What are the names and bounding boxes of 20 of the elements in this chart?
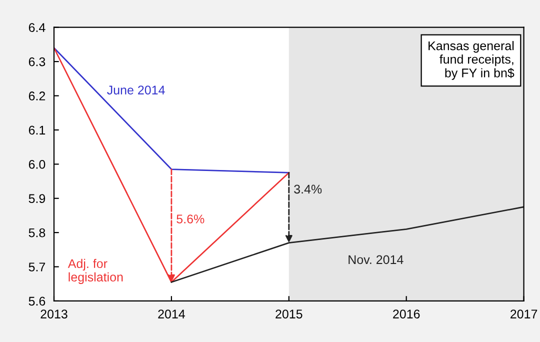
series-label: June 2014 [107, 86, 165, 94]
y-tick-label: 6.1 [28, 126, 46, 135]
annotation: 3.4% [294, 184, 322, 194]
x-tick-label: 2016 [393, 310, 420, 318]
y-tick-label: 5.7 [28, 262, 46, 272]
x-tick-label: 2015 [276, 310, 302, 318]
text: Adj. for legislation [68, 258, 123, 284]
y-tick-label: 5.8 [28, 228, 46, 238]
x-tick-label: 2017 [510, 310, 538, 318]
y-tick-label: 5.9 [28, 194, 46, 204]
y-tick-label: 6.0 [28, 160, 46, 169]
annotation: Kansas general fund receipts, by FY in bn$ [428, 41, 514, 80]
x-tick-label: 2013 [40, 310, 68, 318]
y-tick-label: 6.4 [28, 23, 46, 32]
y-tick-label: 6.2 [28, 92, 46, 100]
y-tick-label: 5.6 [28, 296, 46, 306]
y-tick-label: 6.3 [28, 57, 46, 66]
annotation: 5.6% [176, 214, 204, 224]
series-label: Nov. 2014 [348, 255, 404, 264]
x-tick-label: 2014 [158, 310, 185, 318]
